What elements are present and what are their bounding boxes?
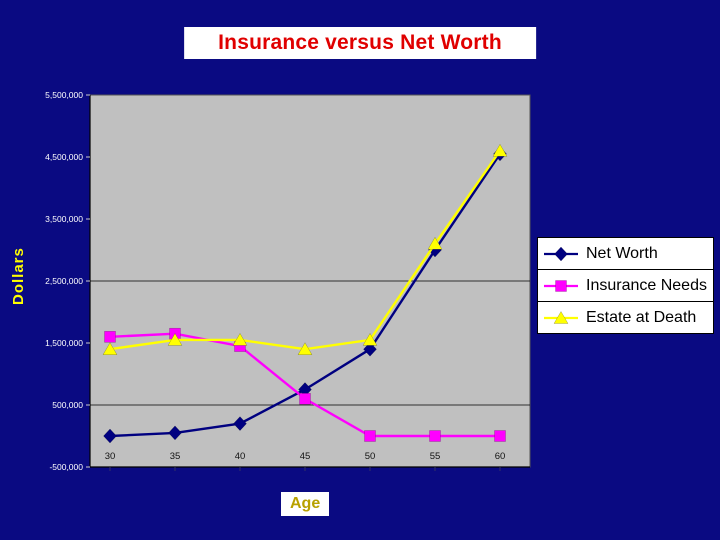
diamond-marker-icon	[233, 416, 247, 431]
square-marker-icon	[104, 331, 116, 343]
diamond-marker-icon	[168, 425, 182, 441]
x-tick-label: 60	[495, 451, 506, 462]
diamond-marker-icon	[554, 246, 568, 261]
x-axis-title-box: Age	[281, 492, 330, 516]
square-marker-icon	[299, 393, 311, 405]
triangle-marker-icon	[167, 332, 183, 346]
y-tick-label: 1,500,000	[45, 338, 83, 348]
chart-title: Insurance versus Net Worth	[218, 31, 502, 54]
y-axis-title: Dollars	[10, 247, 27, 305]
square-marker-icon	[494, 430, 506, 442]
legend-key-diamond-icon	[544, 246, 578, 261]
legend-label: Net Worth	[586, 244, 658, 262]
diamond-marker-icon	[363, 341, 377, 357]
x-tick-label: 40	[235, 451, 246, 462]
y-tick-label: 500,000	[52, 400, 83, 410]
legend-label: Estate at Death	[586, 308, 697, 326]
triangle-marker-icon	[232, 332, 248, 346]
triangle-marker-icon	[553, 310, 569, 324]
legend-item-net-worth: Net Worth	[538, 238, 713, 270]
y-tick-label: 4,500,000	[45, 152, 83, 162]
square-marker-icon	[364, 430, 376, 442]
y-tick-label: 5,500,000	[45, 90, 83, 100]
x-tick-label: 30	[105, 451, 116, 462]
legend-item-insurance-needs: Insurance Needs	[538, 270, 713, 302]
triangle-marker-icon	[297, 342, 313, 355]
y-tick-label: 2,500,000	[45, 276, 83, 286]
legend-key-triangle-icon	[544, 310, 578, 324]
triangle-marker-icon	[492, 143, 508, 157]
x-tick-label: 55	[430, 451, 441, 462]
y-tick-label: 3,500,000	[45, 214, 83, 224]
legend-label: Insurance Needs	[586, 276, 707, 294]
triangle-marker-icon	[427, 236, 443, 250]
legend-item-estate-at-death: Estate at Death	[538, 302, 713, 333]
x-tick-label: 45	[300, 451, 311, 462]
x-tick-label: 35	[170, 451, 181, 462]
chart-title-box: Insurance versus Net Worth	[184, 27, 536, 59]
square-marker-icon	[429, 430, 441, 442]
x-axis-title: Age	[290, 495, 321, 512]
triangle-marker-icon	[362, 332, 378, 346]
y-tick-label: -500,000	[49, 462, 83, 472]
chart-legend: Net Worth Insurance Needs Estate at Death	[537, 237, 714, 334]
legend-key-square-icon	[544, 279, 578, 292]
triangle-marker-icon	[102, 342, 118, 355]
square-marker-icon	[555, 279, 567, 292]
diamond-marker-icon	[103, 428, 117, 444]
x-tick-label: 50	[365, 451, 376, 462]
